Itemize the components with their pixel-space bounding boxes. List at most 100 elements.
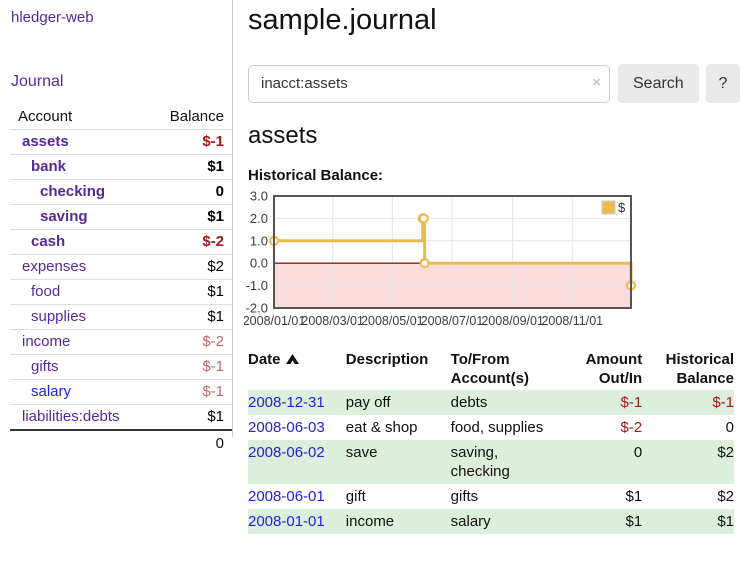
accounts-header-account: Account xyxy=(18,108,73,125)
svg-text:1.0: 1.0 xyxy=(250,233,268,248)
register-header-amount: Amount Out/In xyxy=(585,351,643,387)
svg-text:-2.0: -2.0 xyxy=(246,301,268,316)
account-row: income $-2 xyxy=(10,329,232,355)
transaction-balance: $1 xyxy=(642,509,734,534)
account-row: expenses $2 xyxy=(10,254,232,280)
transaction-amount: $1 xyxy=(625,488,643,505)
svg-text:-1.0: -1.0 xyxy=(246,278,268,293)
account-balance: $-1 xyxy=(145,129,232,155)
account-balance: $1 xyxy=(145,404,232,430)
transaction-accounts: salary xyxy=(450,509,557,534)
account-link[interactable]: food xyxy=(31,283,61,300)
account-balance: $2 xyxy=(145,254,232,280)
search-button[interactable]: Search xyxy=(618,64,699,103)
account-balance: $-2 xyxy=(145,229,232,255)
account-row: cash $-2 xyxy=(10,229,232,255)
account-balance: $1 xyxy=(145,304,232,330)
account-balance: $1 xyxy=(145,279,232,305)
help-button[interactable]: ? xyxy=(706,64,740,103)
account-balance: $1 xyxy=(145,154,232,180)
accounts-total-value: 0 xyxy=(145,429,232,456)
transaction-balance: $-1 xyxy=(642,390,734,415)
register-row: 2008-12-31 pay off debts $-1 $-1 xyxy=(248,390,734,415)
transaction-balance: 0 xyxy=(725,419,734,436)
account-link[interactable]: supplies xyxy=(31,308,87,325)
sidebar-item-journal[interactable]: Journal xyxy=(11,73,64,90)
account-heading: assets xyxy=(248,122,318,149)
transaction-accounts: gifts xyxy=(450,488,479,505)
register-table: Date Description To/From Account(s) Amou… xyxy=(248,348,734,534)
account-row: assets $-1 xyxy=(10,129,232,155)
account-row: supplies $1 xyxy=(10,304,232,330)
account-link[interactable]: expenses xyxy=(22,258,87,275)
transaction-accounts: saving, checking xyxy=(450,440,557,484)
account-row: saving $1 xyxy=(10,204,232,230)
account-row: gifts $-1 xyxy=(10,354,232,380)
transaction-description: gift xyxy=(345,488,366,505)
account-balance: $-2 xyxy=(145,329,232,355)
register-row: 2008-01-01 income salary $1 $1 xyxy=(248,509,734,534)
total-spacer xyxy=(10,429,146,456)
transaction-date-link[interactable]: 2008-06-02 xyxy=(248,444,325,461)
account-row: food $1 xyxy=(10,279,232,305)
register-header-description: Description xyxy=(345,351,429,368)
svg-text:2008/05/01: 2008/05/01 xyxy=(361,314,424,328)
account-link[interactable]: bank xyxy=(31,158,67,175)
svg-text:2008/07/01: 2008/07/01 xyxy=(421,314,484,328)
account-link[interactable]: cash xyxy=(31,233,66,250)
main-content: sample.journal × Search ? assets Histori… xyxy=(233,0,742,582)
search-box: × xyxy=(248,64,610,103)
account-balance: $1 xyxy=(145,204,232,230)
register-header-accounts: To/From Account(s) xyxy=(450,351,529,387)
transaction-date-link[interactable]: 2008-01-01 xyxy=(248,513,325,530)
account-link[interactable]: checking xyxy=(40,183,106,200)
clear-search-icon[interactable]: × xyxy=(592,73,601,91)
svg-text:2.0: 2.0 xyxy=(250,211,268,226)
accounts-total-row: 0 xyxy=(10,429,232,456)
transaction-amount: $-1 xyxy=(556,390,643,415)
accounts-header-balance: Balance xyxy=(169,108,224,125)
transaction-amount: 0 xyxy=(556,440,643,484)
historical-balance-chart: $3.0 2.0 1.0 0.0 -1.0 -2.0 2008/01/01 2008/03/0… xyxy=(243,188,742,335)
register-row: 2008-06-03 eat & shop food, supplies $-2 0 xyxy=(248,415,734,440)
transaction-description: income xyxy=(345,509,451,534)
account-row: liabilities:debts $1 xyxy=(10,404,232,430)
transaction-date-link[interactable]: 2008-06-03 xyxy=(248,419,325,436)
account-link[interactable]: saving xyxy=(40,208,88,225)
transaction-amount: $-2 xyxy=(620,419,643,436)
app-title-link[interactable]: hledger-web xyxy=(11,9,94,26)
search-input[interactable] xyxy=(248,64,610,103)
transaction-description: eat & shop xyxy=(345,419,418,436)
search-form: × Search ? xyxy=(248,64,742,103)
account-link[interactable]: gifts xyxy=(31,358,59,375)
register-row: 2008-06-01 gift gifts $1 $2 xyxy=(248,484,734,509)
svg-text:0.0: 0.0 xyxy=(250,256,268,271)
date-header-label: Date xyxy=(248,351,281,368)
accounts-table: Account Balance assets $-1 bank $1 checking 0… xyxy=(10,104,232,456)
svg-text:$: $ xyxy=(618,200,626,215)
transaction-balance: $2 xyxy=(717,488,734,505)
chart-canvas: $3.0 2.0 1.0 0.0 -1.0 -2.02008/01/012008/03/0… xyxy=(243,189,637,328)
transaction-accounts: debts xyxy=(450,390,557,415)
transaction-description: save xyxy=(345,440,451,484)
svg-text:2008/01/01: 2008/01/01 xyxy=(244,314,305,328)
transaction-date-link[interactable]: 2008-06-01 xyxy=(248,488,325,505)
transaction-description: pay off xyxy=(345,390,451,415)
register-row: 2008-06-02 save saving, checking 0 $2 xyxy=(248,440,734,484)
transaction-amount: $1 xyxy=(556,509,643,534)
svg-text:3.0: 3.0 xyxy=(250,189,268,204)
account-link[interactable]: liabilities:debts xyxy=(22,408,120,425)
account-row: bank $1 xyxy=(10,154,232,180)
account-link[interactable]: salary xyxy=(31,383,72,400)
sidebar: hledger-web Journal Account Balance asse… xyxy=(0,0,233,456)
register-header-date[interactable]: Date xyxy=(248,348,346,390)
transaction-date-link[interactable]: 2008-12-31 xyxy=(248,394,325,411)
account-balance: $-1 xyxy=(145,354,232,380)
account-link[interactable]: assets xyxy=(22,133,69,150)
chart-title: Historical Balance: xyxy=(248,167,384,184)
account-link[interactable]: income xyxy=(22,333,71,350)
account-balance: $-1 xyxy=(145,379,232,405)
transaction-accounts: food, supplies xyxy=(450,419,544,436)
account-row: salary $-1 xyxy=(10,379,232,405)
